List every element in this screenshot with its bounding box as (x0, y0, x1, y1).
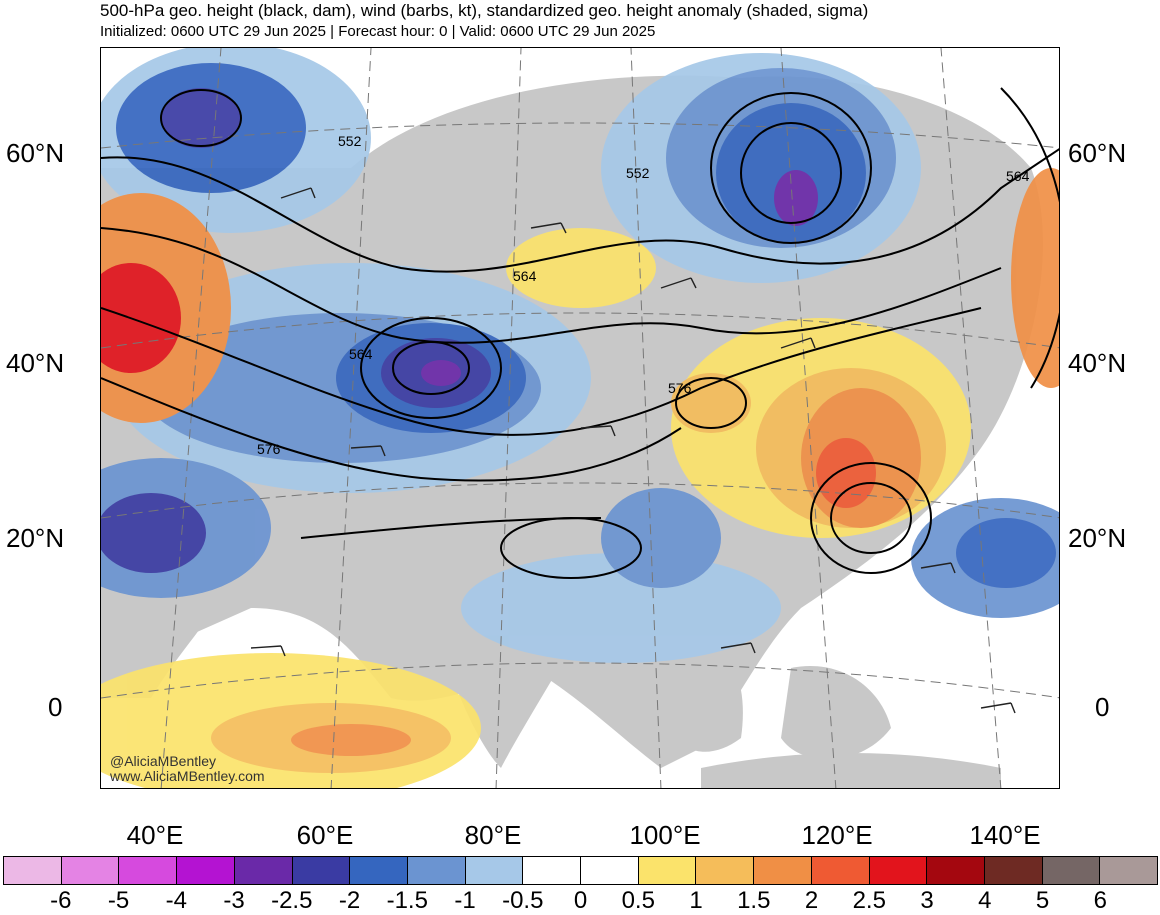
credit-handle: @AliciaMBentley (110, 753, 217, 769)
map-title: 500-hPa geo. height (black, dam), wind (… (100, 1, 869, 20)
colorbar-swatch (984, 857, 1043, 884)
anomaly-orange-east (1011, 168, 1059, 388)
contour-label: 564 (349, 346, 373, 362)
lon-label: 100°E (629, 820, 701, 850)
colorbar-swatch (292, 857, 351, 884)
colorbar-tick-label: -0.5 (502, 887, 544, 914)
contour-labels: 552 552 564 564 564 576 576 (257, 133, 1030, 457)
colorbar-swatch (1100, 857, 1158, 884)
lat-label-right: 60°N (1068, 138, 1127, 168)
colorbar-tick-label: -4 (165, 887, 187, 914)
contour-label: 576 (257, 441, 281, 457)
anomaly-shading (101, 48, 1059, 788)
colorbar-swatch (1042, 857, 1101, 884)
lat-label-left: 0 (48, 692, 63, 722)
contour-label: 552 (626, 165, 650, 181)
colorbar-swatch (119, 857, 178, 884)
colorbar-swatch (465, 857, 524, 884)
colorbar-swatch (234, 857, 293, 884)
colorbar-swatch (177, 857, 235, 884)
colorbar-swatch (350, 857, 408, 884)
graticule (101, 48, 1059, 788)
colorbar-swatch (523, 857, 582, 884)
colorbar-tick-label: -5 (107, 887, 130, 914)
colorbar-tick-label: -2.5 (271, 887, 313, 914)
land-indonesia (701, 753, 1001, 788)
colorbar-swatch (4, 857, 62, 884)
credit-website: www.AliciaMBentley.com (110, 768, 265, 784)
anomaly-blue-core-pacific (956, 518, 1056, 588)
colorbar-tick-label: 1 (689, 887, 703, 914)
colorbar-swatch (581, 857, 639, 884)
contour-label: 552 (338, 133, 362, 149)
colorbar-tick-label: -1.5 (386, 887, 428, 914)
colorbar-tick-label: 3 (920, 887, 934, 914)
colorbar-swatch (811, 857, 870, 884)
lat-label-right: 20°N (1068, 523, 1127, 553)
colorbar-tick-label: -6 (50, 887, 72, 914)
lon-label: 80°E (464, 820, 522, 850)
anomaly-blue-southasia (461, 553, 781, 663)
anomaly-dark-blue-scandinavia (161, 88, 241, 148)
colorbar-tick-label: -3 (223, 887, 245, 914)
contour-label: 564 (513, 268, 537, 284)
colorbar-tick-label: 6 (1093, 887, 1107, 914)
lon-label: 140°E (969, 820, 1041, 850)
anomaly-mid-blue-southasia (601, 488, 721, 588)
colorbar-swatch (927, 857, 985, 884)
colorbar-swatch (638, 857, 697, 884)
lon-label: 60°E (296, 820, 354, 850)
map-subtitle: Initialized: 0600 UTC 29 Jun 2025 | Fore… (100, 23, 656, 40)
map-panel: 552 552 564 564 564 576 576 (100, 47, 1060, 789)
anomaly-gold-north-china (671, 373, 751, 433)
colorbar-swatch (869, 857, 928, 884)
lat-label-left: 20°N (6, 523, 65, 553)
height-contours (101, 87, 1059, 579)
lat-label-left: 60°N (6, 138, 65, 168)
colorbar-tick-label: 5 (1035, 887, 1050, 914)
colorbar-tick-label: -2 (338, 887, 361, 914)
lat-label-right: 40°N (1068, 348, 1127, 378)
anomaly-yellow-mongolia (506, 228, 656, 308)
land-borneo (781, 666, 891, 760)
anomaly-dark-blue-arabia (101, 493, 206, 573)
contour-label: 576 (668, 380, 692, 396)
colorbar-tick-label: 2.5 (852, 887, 886, 914)
colorbar-tick-label: 0 (573, 887, 588, 914)
lon-label: 40°E (126, 820, 184, 850)
colorbar-tick-label: -1 (454, 887, 476, 914)
map-canvas: 552 552 564 564 564 576 576 (101, 48, 1059, 788)
contour-label: 564 (1006, 168, 1030, 184)
colorbar-tick-label: 2 (804, 887, 819, 914)
wind-barbs (250, 187, 1016, 714)
colorbar-tick-label: 1.5 (737, 887, 771, 914)
colorbar-swatch (61, 857, 120, 884)
colorbar-swatch (696, 857, 755, 884)
colorbar-swatch (754, 857, 812, 884)
anomaly-orange-southwest (291, 724, 411, 756)
lon-label: 120°E (801, 820, 873, 850)
anomaly-colorbar (3, 856, 1158, 885)
lat-label-right: 0 (1095, 692, 1110, 722)
colorbar-swatch (407, 857, 466, 884)
colorbar-tick-label: 0.5 (621, 887, 655, 914)
anomaly-red-japan (816, 438, 876, 508)
colorbar-tick-label: 4 (978, 887, 992, 914)
anomaly-purple-siberia (774, 170, 818, 226)
lat-label-left: 40°N (6, 348, 65, 378)
anomaly-purple-westasia (421, 360, 461, 386)
